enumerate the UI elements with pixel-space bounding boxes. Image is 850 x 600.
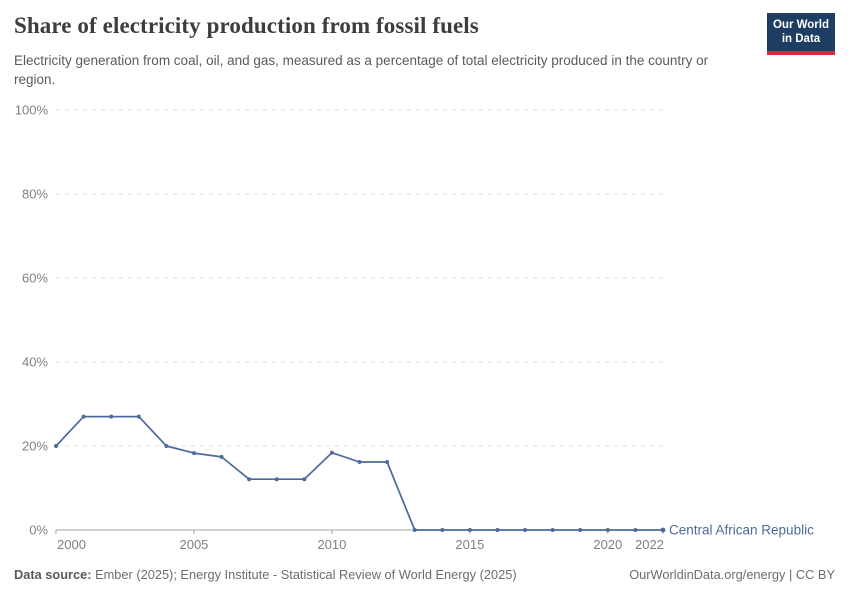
- data-source-note: Data source: Ember (2025); Energy Instit…: [14, 567, 517, 582]
- x-tick-label-2022: 2022: [635, 537, 664, 552]
- x-tick-label-2005: 2005: [179, 537, 208, 552]
- data-point-2021[interactable]: [633, 528, 638, 532]
- data-point-2015[interactable]: [467, 528, 472, 532]
- owid-logo-line1: Our World: [772, 19, 829, 31]
- x-tick-label-2015: 2015: [455, 537, 484, 552]
- owid-logo-line2: in Data: [781, 33, 821, 46]
- owid-logo[interactable]: Our World in Data: [767, 13, 835, 55]
- x-tick-label-2000: 2000: [57, 537, 86, 552]
- data-point-2011[interactable]: [357, 460, 362, 464]
- y-tick-label-100: 100%: [15, 103, 49, 118]
- data-point-2001[interactable]: [81, 414, 86, 419]
- data-point-2004[interactable]: [164, 444, 169, 448]
- data-point-2002[interactable]: [109, 414, 114, 419]
- data-point-2014[interactable]: [440, 528, 445, 532]
- data-point-2016[interactable]: [495, 528, 500, 532]
- x-tick-label-2020: 2020: [593, 537, 622, 552]
- y-tick-label-20: 20%: [22, 439, 48, 454]
- data-point-2005[interactable]: [192, 451, 196, 456]
- data-point-2000[interactable]: [54, 444, 58, 448]
- data-point-2010[interactable]: [329, 450, 334, 455]
- data-point-2018[interactable]: [550, 528, 555, 532]
- x-tick-label-2010: 2010: [317, 537, 346, 552]
- entity-label[interactable]: Central African Republic: [669, 523, 814, 538]
- data-point-2012[interactable]: [385, 460, 390, 464]
- chart-subtitle: Electricity generation from coal, oil, a…: [14, 53, 709, 88]
- data-point-2009[interactable]: [302, 477, 307, 482]
- footer-link: OurWorldinData.org/energy | CC BY: [629, 567, 835, 582]
- data-point-2013[interactable]: [412, 528, 417, 532]
- chart-title: Share of electricity production from fos…: [14, 13, 479, 38]
- data-source-text: Ember (2025); Energy Institute - Statist…: [91, 567, 517, 582]
- data-line-central-african-republic[interactable]: [55, 415, 663, 531]
- chart-footer: Data source: Ember (2025); Energy Instit…: [14, 567, 835, 582]
- y-tick-label-0: 0%: [29, 523, 48, 538]
- y-tick-label-60: 60%: [22, 271, 48, 286]
- data-point-2006[interactable]: [219, 454, 224, 459]
- data-source-label: Data source:: [14, 567, 92, 582]
- y-tick-label-80: 80%: [22, 187, 48, 202]
- data-point-2020[interactable]: [605, 528, 610, 532]
- y-tick-label-40: 40%: [22, 355, 48, 370]
- data-point-2008[interactable]: [274, 477, 279, 482]
- data-point-2007[interactable]: [247, 477, 252, 482]
- data-point-2019[interactable]: [578, 528, 583, 532]
- data-point-2003[interactable]: [136, 414, 141, 419]
- data-point-2017[interactable]: [523, 528, 527, 532]
- data-point-2022[interactable]: [660, 527, 666, 533]
